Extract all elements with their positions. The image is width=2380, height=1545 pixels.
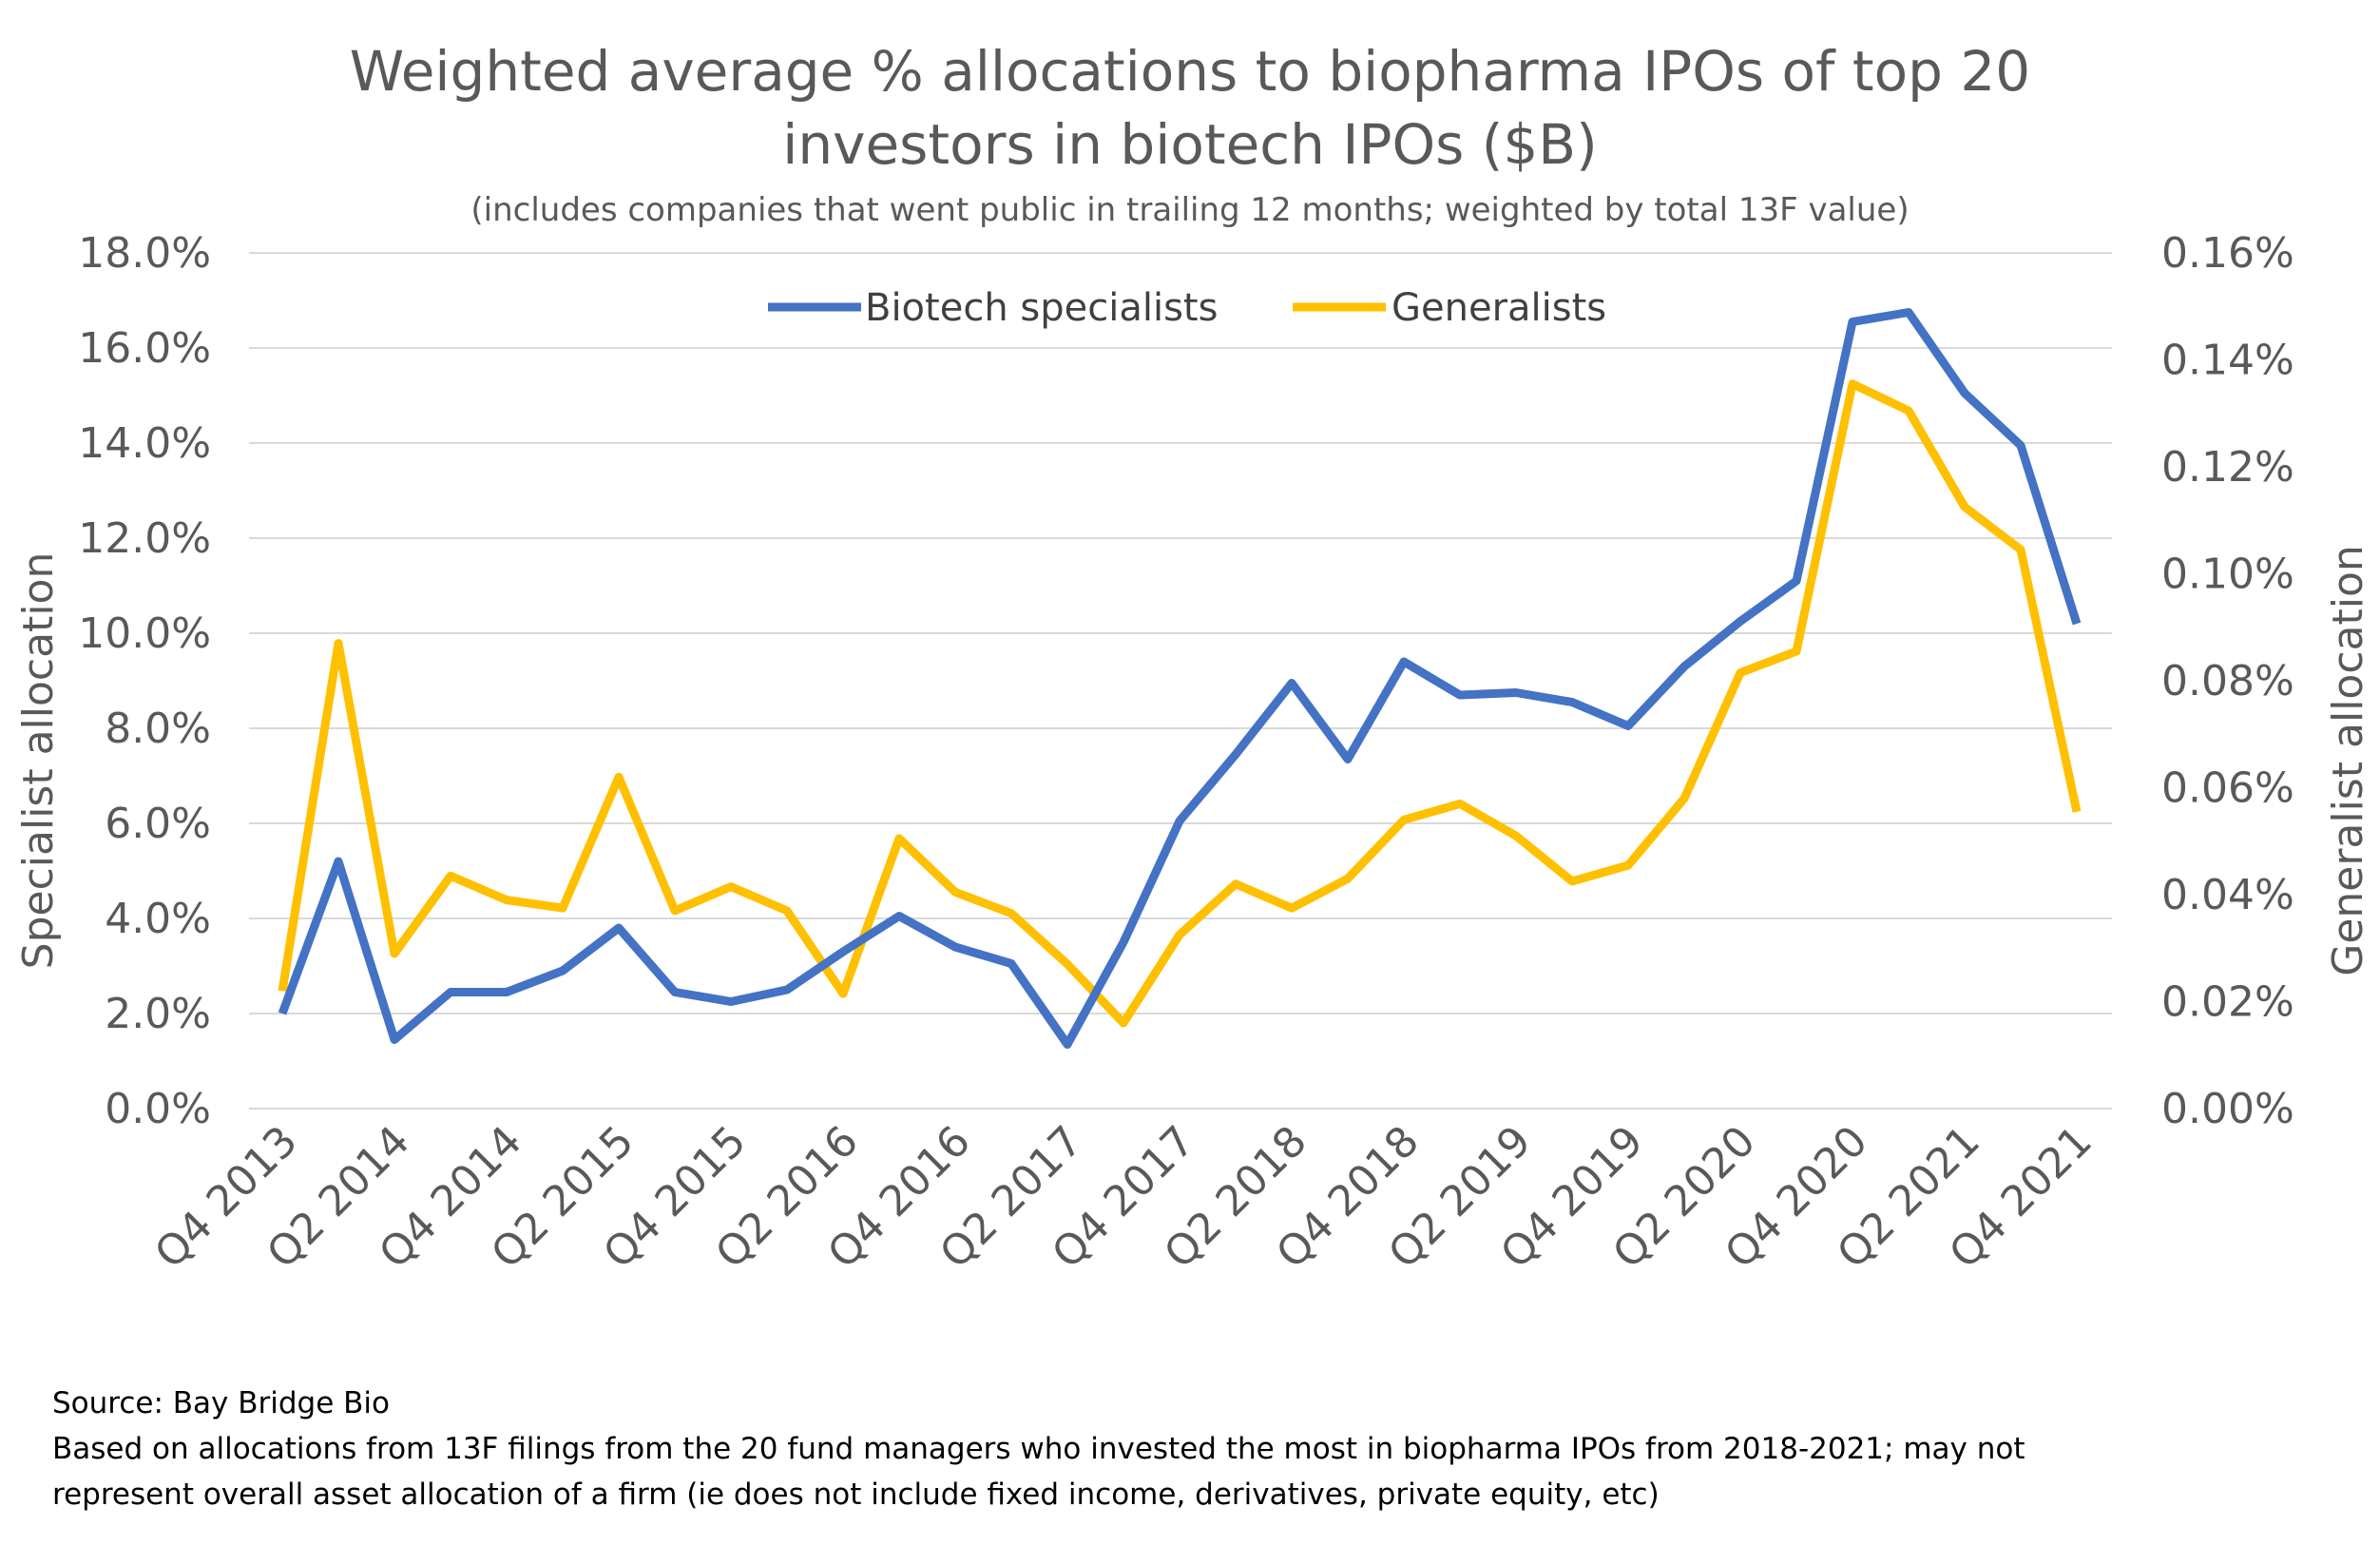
series-line-generalists bbox=[278, 379, 2082, 1028]
left-tick-label: 12.0% bbox=[78, 514, 211, 563]
legend: Biotech specialists Generalists bbox=[768, 286, 1606, 330]
chart-subtitle: (includes companies that went public in … bbox=[470, 191, 1909, 229]
left-tick-label: 14.0% bbox=[78, 419, 211, 468]
right-axis-ticks: 0.00% 0.02% 0.04% 0.06% 0.08% 0.10% 0.12% 0.14%… bbox=[2161, 229, 2294, 1133]
left-axis-title: Specialist allocation bbox=[14, 552, 63, 970]
right-tick-label: 0.02% bbox=[2161, 978, 2294, 1027]
left-tick-label: 10.0% bbox=[78, 609, 211, 658]
legend-label-generalists: Generalists bbox=[1392, 286, 1606, 330]
left-tick-label: 8.0% bbox=[105, 705, 211, 753]
chart-title-line-1: Weighted average % allocations to biopha… bbox=[350, 39, 2030, 104]
series-lines bbox=[278, 308, 2082, 1049]
source-note: Source: Bay Bridge Bio bbox=[52, 1386, 390, 1420]
right-tick-label: 0.06% bbox=[2161, 764, 2294, 813]
left-tick-label: 2.0% bbox=[105, 990, 211, 1038]
right-tick-label: 0.08% bbox=[2161, 657, 2294, 705]
left-tick-label: 4.0% bbox=[105, 895, 211, 943]
right-tick-label: 0.14% bbox=[2161, 337, 2294, 385]
right-tick-label: 0.12% bbox=[2161, 443, 2294, 492]
chart-title-line-2: investors in biotech IPOs ($B) bbox=[782, 112, 1597, 177]
left-axis-ticks: 0.0% 2.0% 4.0% 6.0% 8.0% 10.0% 12.0% 14.0% 16.0%… bbox=[78, 229, 211, 1133]
right-tick-label: 0.00% bbox=[2161, 1085, 2294, 1133]
left-tick-label: 16.0% bbox=[78, 324, 211, 373]
right-axis-title: Generalist allocation bbox=[2324, 545, 2372, 976]
legend-label-specialists: Biotech specialists bbox=[865, 286, 1218, 330]
right-tick-label: 0.16% bbox=[2161, 229, 2294, 278]
series-line-specialists bbox=[278, 308, 2082, 1049]
left-tick-label: 18.0% bbox=[78, 229, 211, 278]
left-tick-label: 0.0% bbox=[105, 1085, 211, 1133]
gridlines bbox=[249, 252, 2112, 1110]
chart: Weighted average % allocations to biopha… bbox=[14, 39, 2372, 1278]
right-tick-label: 0.04% bbox=[2161, 871, 2294, 919]
left-tick-label: 6.0% bbox=[105, 800, 211, 848]
right-tick-label: 0.10% bbox=[2161, 550, 2294, 599]
methodology-note: Based on allocations from 13F filings fr… bbox=[52, 1432, 2025, 1512]
